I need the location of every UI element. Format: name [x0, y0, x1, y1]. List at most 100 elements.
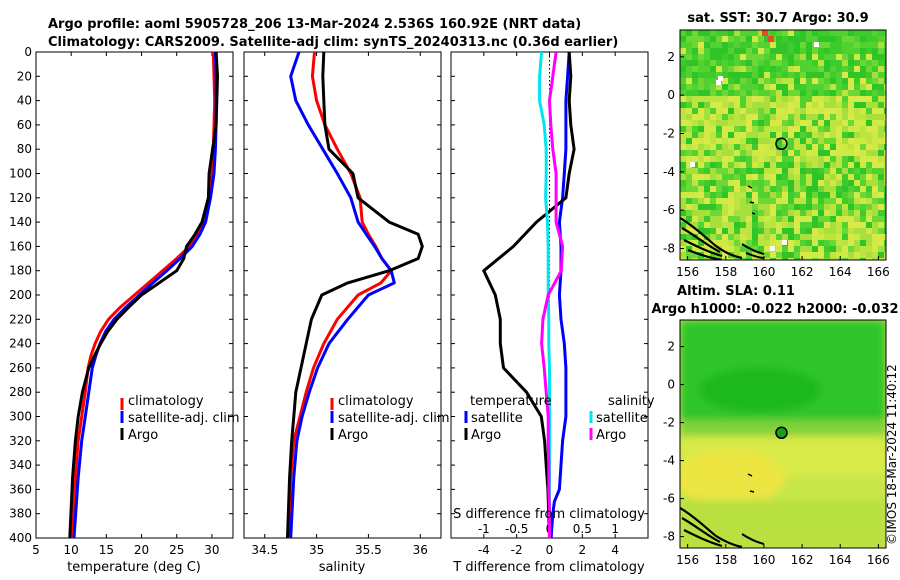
sst-cell — [866, 222, 872, 228]
sst-cell — [806, 66, 812, 72]
sst-cell — [680, 108, 686, 114]
sst-cell — [764, 96, 770, 102]
sst-lon-tick-label: 162 — [791, 265, 814, 279]
sst-cell — [836, 84, 842, 90]
sst-cell — [716, 42, 722, 48]
sst-cell — [728, 30, 734, 36]
sst-cell — [884, 72, 886, 78]
sst-cell — [794, 66, 800, 72]
sst-cell — [740, 120, 746, 126]
sst-cell — [866, 252, 872, 258]
sst-cell — [794, 252, 800, 258]
sst-cell — [800, 180, 806, 186]
sst-cell — [770, 102, 776, 108]
sst-cell — [860, 150, 866, 156]
sst-cell — [824, 90, 830, 96]
sst-cell — [704, 108, 710, 114]
t-difference-x-label: T difference from climatology — [452, 560, 645, 575]
sst-cell — [860, 174, 866, 180]
sst-cell — [680, 162, 686, 168]
sst-cell — [818, 168, 824, 174]
sst-cell — [746, 234, 752, 240]
sst-cell — [884, 132, 886, 138]
sst-cell — [704, 210, 710, 216]
sst-cell — [704, 216, 710, 222]
sst-cell — [800, 174, 806, 180]
sst-cell — [842, 240, 848, 246]
sst-cell — [866, 198, 872, 204]
sst-cell — [722, 168, 728, 174]
sst-cell — [818, 258, 824, 260]
sst-cell — [716, 114, 722, 120]
sst-cell — [842, 36, 848, 42]
sst-cell — [878, 198, 884, 204]
sst-lat-tick-label: -2 — [663, 127, 675, 141]
sst-cell — [848, 150, 854, 156]
sst-cell — [686, 42, 692, 48]
sst-cell — [800, 102, 806, 108]
sst-cell — [794, 180, 800, 186]
sst-cell — [836, 108, 842, 114]
sst-cell — [746, 36, 752, 42]
sst-cell — [818, 204, 824, 210]
sst-cell — [686, 66, 692, 72]
sst-cell — [800, 36, 806, 42]
sst-cell — [836, 246, 842, 252]
sst-cell — [710, 54, 716, 60]
sst-cell — [866, 96, 872, 102]
sst-cell — [818, 234, 824, 240]
sst-cell — [782, 150, 788, 156]
sst-cell — [836, 102, 842, 108]
sst-cell — [746, 66, 752, 72]
sst-cell — [722, 48, 728, 54]
y-tick-label: 80 — [17, 142, 32, 156]
sst-cell — [758, 174, 764, 180]
sst-cell — [752, 54, 758, 60]
sst-cell — [830, 222, 836, 228]
sst-cell — [734, 168, 740, 174]
x-tick-label: 20 — [134, 543, 149, 557]
sst-cell — [680, 102, 686, 108]
sst-cell — [734, 72, 740, 78]
legend-argo-label: Argo — [338, 428, 368, 443]
sst-cell — [878, 36, 884, 42]
sst-cell — [830, 90, 836, 96]
sst-cell — [860, 114, 866, 120]
sst-cell — [812, 180, 818, 186]
sst-cell — [818, 60, 824, 66]
sst-cell — [680, 90, 686, 96]
sst-cell — [722, 258, 728, 260]
sst-cell — [884, 108, 886, 114]
sst-cell — [692, 144, 698, 150]
sst-cell — [764, 108, 770, 114]
sst-cell — [698, 198, 704, 204]
sst-cell — [800, 210, 806, 216]
sst-cell — [782, 60, 788, 66]
sst-cell — [740, 30, 746, 36]
sst-cell — [740, 60, 746, 66]
sst-cell — [794, 138, 800, 144]
sst-cell — [758, 36, 764, 42]
sst-cell — [872, 156, 878, 162]
sst-cell — [686, 174, 692, 180]
sst-cell — [686, 102, 692, 108]
sst-cell — [800, 120, 806, 126]
sst-map-frame — [679, 29, 887, 261]
sst-cell — [830, 258, 836, 260]
sst-cell — [746, 192, 752, 198]
sst-cell — [800, 54, 806, 60]
sst-cell — [722, 36, 728, 42]
sst-cell — [698, 228, 704, 234]
sst-cell — [716, 54, 722, 60]
sla-lon-tick-label: 158 — [714, 553, 737, 567]
sst-cell — [830, 204, 836, 210]
sst-cell — [842, 108, 848, 114]
sst-cell — [878, 234, 884, 240]
sst-cell — [770, 192, 776, 198]
sst-cell — [842, 192, 848, 198]
x-tick-label: 35 — [309, 543, 324, 557]
sst-cell — [794, 48, 800, 54]
sst-cell — [884, 246, 886, 252]
sst-cell — [734, 42, 740, 48]
sst-cell — [836, 162, 842, 168]
